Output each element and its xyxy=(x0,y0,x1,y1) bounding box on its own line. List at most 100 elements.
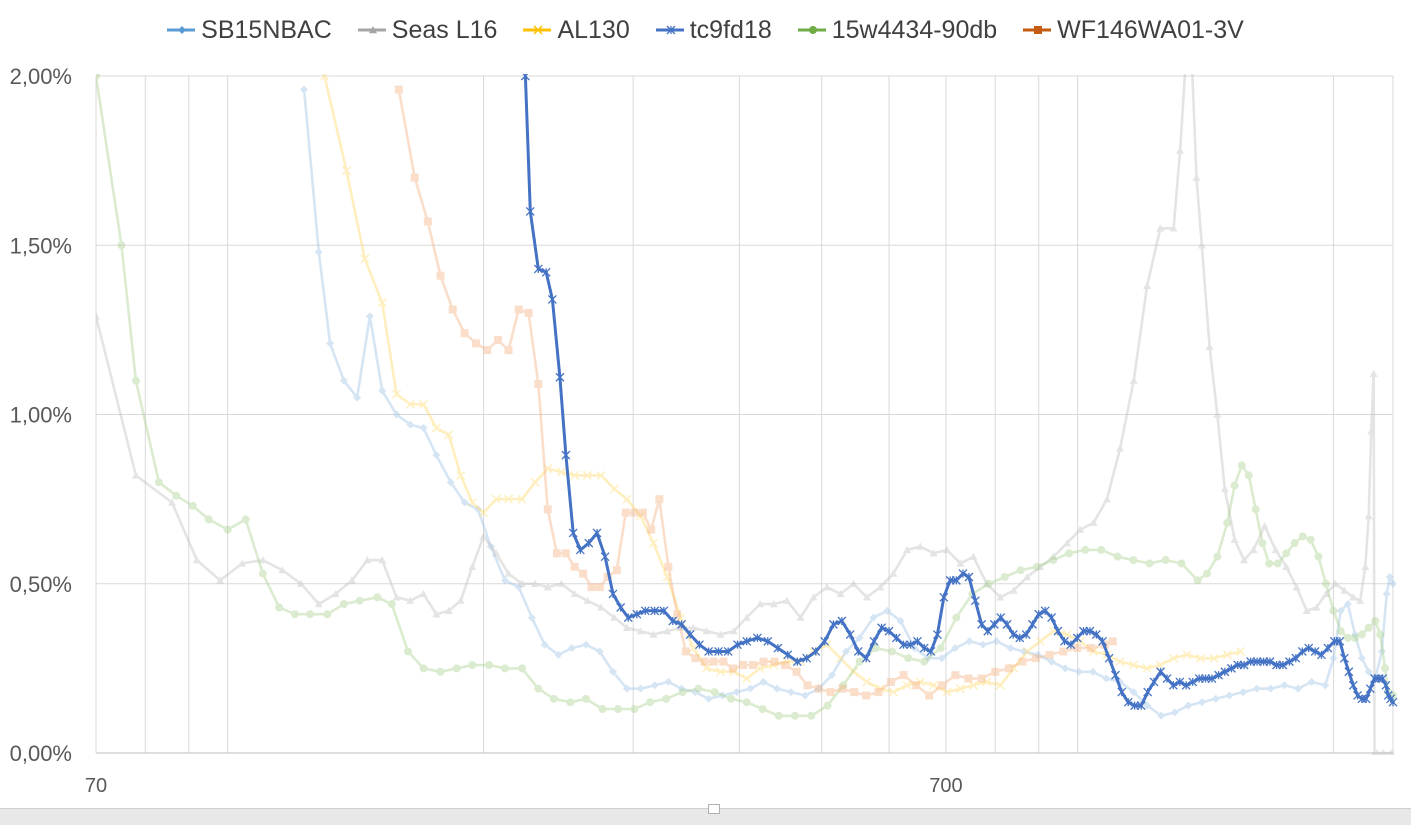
data-point xyxy=(467,497,477,508)
data-point xyxy=(792,667,801,676)
data-point xyxy=(1181,680,1191,690)
resize-handle[interactable] xyxy=(708,804,720,814)
data-point xyxy=(677,619,687,629)
data-point xyxy=(655,495,664,504)
series-line xyxy=(397,89,1114,697)
data-point xyxy=(1156,224,1165,232)
data-point xyxy=(460,498,469,507)
data-point xyxy=(431,423,441,433)
data-point xyxy=(862,677,872,687)
legend-item: SB15NBAC xyxy=(167,16,332,45)
data-point xyxy=(1271,545,1280,554)
data-point xyxy=(811,646,821,656)
data-point xyxy=(561,450,571,460)
data-point xyxy=(838,684,847,693)
legend: SB15NBAC Seas L16 AL130 tc9fd18 15w4434-90db… xyxy=(0,10,1411,50)
data-point xyxy=(689,623,698,631)
data-point xyxy=(339,600,348,609)
data-point xyxy=(1035,636,1045,646)
data-point xyxy=(1049,552,1058,560)
data-point xyxy=(1023,572,1032,581)
data-point xyxy=(823,701,832,710)
data-point xyxy=(1170,708,1179,717)
data-point xyxy=(448,305,457,314)
data-point xyxy=(786,688,795,697)
data-point xyxy=(837,616,847,626)
data-point xyxy=(1088,667,1097,676)
data-point xyxy=(728,664,737,673)
data-point xyxy=(610,613,619,621)
data-point xyxy=(557,579,566,587)
data-point xyxy=(1161,556,1170,565)
data-point xyxy=(1016,566,1025,575)
data-point xyxy=(404,647,413,656)
data-point xyxy=(584,538,594,548)
data-point xyxy=(363,556,372,564)
legend-swatch xyxy=(1023,26,1052,34)
data-point xyxy=(802,653,812,663)
series-line xyxy=(96,75,1394,718)
data-point xyxy=(763,636,773,646)
data-point xyxy=(877,623,887,633)
horizontal-scrollbar[interactable] xyxy=(0,808,1411,825)
data-point xyxy=(964,674,973,683)
legend-marker xyxy=(1034,26,1043,34)
data-point xyxy=(1081,545,1090,554)
data-point xyxy=(534,380,543,389)
data-point xyxy=(955,684,965,694)
data-point xyxy=(742,636,752,646)
data-point xyxy=(1033,650,1042,659)
data-point xyxy=(630,508,639,517)
data-point xyxy=(1209,653,1219,663)
data-point xyxy=(1129,688,1138,697)
data-point xyxy=(1211,694,1220,703)
data-point xyxy=(688,643,698,653)
data-point xyxy=(758,704,767,713)
data-point xyxy=(1371,749,1378,755)
series-layer xyxy=(96,74,1398,755)
data-point xyxy=(869,613,878,622)
data-point xyxy=(1015,633,1025,643)
data-point xyxy=(1222,650,1232,660)
data-point xyxy=(1220,667,1230,677)
data-point xyxy=(664,562,673,571)
data-point xyxy=(1214,670,1224,680)
data-point xyxy=(942,687,952,697)
horizontal-gridlines xyxy=(96,75,1393,754)
series-wf146wa01-3v xyxy=(394,85,1117,700)
data-point xyxy=(131,471,140,479)
data-point xyxy=(436,271,445,280)
data-point xyxy=(790,711,799,720)
data-point xyxy=(926,646,936,656)
data-point xyxy=(570,470,580,480)
data-point xyxy=(709,657,718,666)
series-sb15nbac xyxy=(300,85,1397,720)
data-point xyxy=(1047,613,1057,623)
data-point xyxy=(681,647,690,656)
data-point xyxy=(1033,562,1042,571)
data-point xyxy=(1021,630,1031,639)
data-point xyxy=(1321,681,1330,690)
data-point xyxy=(373,593,382,602)
data-point xyxy=(1278,660,1288,670)
data-point xyxy=(912,681,921,690)
data-point xyxy=(899,671,908,680)
data-point xyxy=(331,589,340,598)
data-point xyxy=(1335,636,1345,646)
data-point xyxy=(1207,674,1217,683)
data-point xyxy=(673,610,682,619)
data-point xyxy=(568,528,578,538)
data-point xyxy=(473,505,482,514)
data-point xyxy=(238,559,247,567)
data-point xyxy=(410,173,419,182)
data-point xyxy=(524,308,533,317)
data-point xyxy=(896,616,905,625)
data-point xyxy=(583,596,592,604)
data-point xyxy=(131,376,140,385)
data-point xyxy=(347,576,356,584)
data-point xyxy=(668,616,678,626)
data-point xyxy=(807,711,816,720)
data-point xyxy=(456,596,465,604)
data-point xyxy=(1157,711,1166,720)
data-point xyxy=(1136,701,1146,711)
